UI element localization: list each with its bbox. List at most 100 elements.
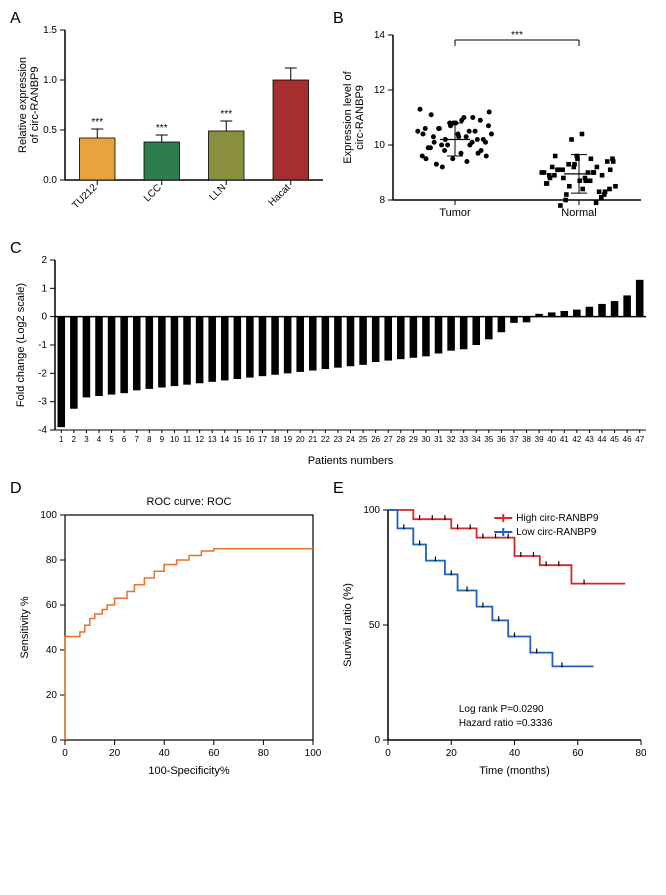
svg-text:***: ***	[91, 117, 103, 128]
svg-text:Sensitivity %: Sensitivity %	[19, 596, 31, 659]
bar	[246, 317, 254, 378]
svg-text:29: 29	[409, 435, 418, 444]
svg-text:High circ-RANBP9: High circ-RANBP9	[516, 513, 599, 524]
svg-text:39: 39	[535, 435, 544, 444]
svg-text:32: 32	[447, 435, 456, 444]
svg-text:100: 100	[363, 505, 380, 516]
panel-d-chart: 002020404060608080100100ROC curve: ROCSe…	[10, 480, 333, 780]
bar	[70, 317, 78, 409]
svg-text:36: 36	[497, 435, 506, 444]
svg-text:-1: -1	[38, 340, 47, 351]
svg-text:7: 7	[135, 435, 140, 444]
bar	[485, 317, 493, 340]
bar	[523, 317, 531, 323]
bar	[447, 317, 455, 351]
panel-d-label: D	[10, 480, 22, 498]
svg-text:38: 38	[522, 435, 531, 444]
panel-e-label: E	[333, 480, 344, 498]
bar	[548, 312, 556, 316]
svg-text:Relative expression: Relative expression	[17, 57, 29, 153]
svg-text:-3: -3	[38, 397, 47, 408]
svg-text:37: 37	[510, 435, 519, 444]
svg-text:Survival ratio (%): Survival ratio (%)	[342, 583, 354, 667]
bar	[83, 317, 91, 398]
svg-text:45: 45	[610, 435, 619, 444]
bar	[221, 317, 229, 381]
svg-text:Fold change (Log2 scale): Fold change (Log2 scale)	[15, 283, 27, 407]
svg-text:80: 80	[635, 748, 647, 759]
svg-text:-2: -2	[38, 368, 47, 379]
svg-text:***: ***	[156, 123, 168, 134]
bar	[510, 317, 518, 323]
bar	[108, 317, 116, 395]
bar	[259, 317, 267, 377]
svg-text:LCC: LCC	[142, 182, 164, 204]
bar	[560, 311, 568, 317]
svg-text:60: 60	[208, 748, 220, 759]
svg-text:11: 11	[183, 435, 192, 444]
svg-text:0: 0	[374, 735, 380, 746]
svg-text:80: 80	[258, 748, 270, 759]
svg-text:TU212: TU212	[70, 182, 99, 211]
panel-b-chart: 8101214TumorNormal***Expression level of…	[333, 10, 656, 230]
svg-text:Log rank P=0.0290: Log rank P=0.0290	[459, 704, 544, 715]
svg-text:Normal: Normal	[561, 207, 596, 219]
bar	[171, 317, 179, 386]
svg-text:Expression level of: Expression level of	[342, 70, 354, 163]
bar	[322, 317, 330, 369]
svg-text:41: 41	[560, 435, 569, 444]
bar	[234, 317, 242, 379]
panel-d: D 002020404060608080100100ROC curve: ROC…	[10, 480, 333, 780]
svg-text:23: 23	[333, 435, 342, 444]
svg-text:16: 16	[245, 435, 254, 444]
panel-b-label: B	[333, 10, 344, 28]
svg-text:42: 42	[572, 435, 581, 444]
bar	[422, 317, 430, 357]
bar	[271, 317, 279, 375]
row-1: A 0.00.51.01.5***TU212***LCC***LLNHacatR…	[10, 10, 656, 230]
svg-text:14: 14	[374, 30, 386, 41]
svg-text:31: 31	[434, 435, 443, 444]
svg-text:0: 0	[51, 735, 57, 746]
svg-text:100: 100	[40, 510, 57, 521]
svg-text:17: 17	[258, 435, 267, 444]
svg-text:2: 2	[72, 435, 77, 444]
svg-text:20: 20	[46, 690, 58, 701]
bar	[273, 80, 308, 180]
panel-e: E 020406080050100High circ-RANBP9Low cir…	[333, 480, 656, 780]
panel-a-label: A	[10, 10, 21, 28]
bar	[460, 317, 468, 350]
bar	[573, 310, 581, 317]
svg-text:19: 19	[283, 435, 292, 444]
bar	[636, 280, 644, 317]
panel-c-chart: -4-3-2-101212345678910111213141516171819…	[10, 240, 656, 470]
svg-text:4: 4	[97, 435, 102, 444]
bar	[208, 317, 216, 382]
bar	[435, 317, 443, 354]
bar	[347, 317, 355, 367]
svg-text:14: 14	[220, 435, 229, 444]
svg-text:46: 46	[623, 435, 632, 444]
svg-text:Tumor: Tumor	[439, 207, 471, 219]
bar	[95, 317, 103, 396]
svg-text:Hazard ratio =0.3336: Hazard ratio =0.3336	[459, 718, 553, 729]
svg-text:-4: -4	[38, 425, 47, 436]
svg-text:60: 60	[46, 600, 58, 611]
svg-text:34: 34	[472, 435, 481, 444]
svg-text:13: 13	[208, 435, 217, 444]
svg-text:0: 0	[385, 748, 391, 759]
bar	[284, 317, 292, 374]
svg-text:33: 33	[459, 435, 468, 444]
svg-text:1.5: 1.5	[43, 25, 57, 36]
svg-text:26: 26	[371, 435, 380, 444]
svg-text:40: 40	[509, 748, 521, 759]
svg-text:43: 43	[585, 435, 594, 444]
svg-text:Time (months): Time (months)	[479, 765, 550, 777]
bar	[296, 317, 304, 372]
svg-text:***: ***	[220, 109, 232, 120]
svg-text:0: 0	[62, 748, 68, 759]
svg-text:40: 40	[159, 748, 171, 759]
svg-text:47: 47	[635, 435, 644, 444]
row-2: C -4-3-2-1012123456789101112131415161718…	[10, 240, 656, 470]
svg-text:28: 28	[396, 435, 405, 444]
